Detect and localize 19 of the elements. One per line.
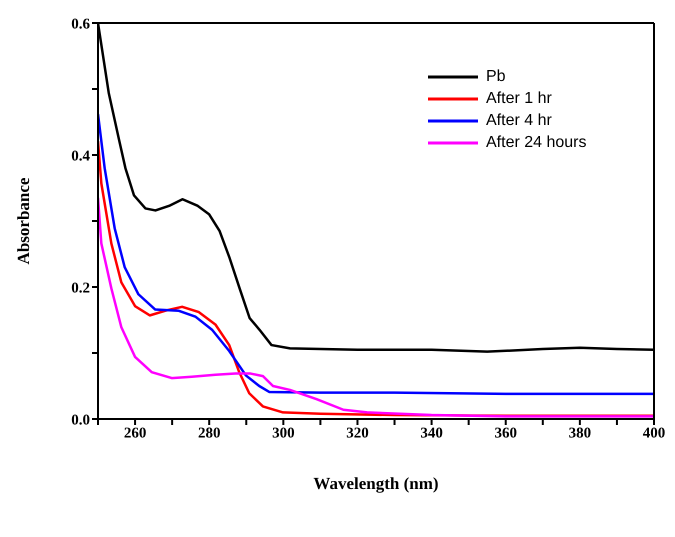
x-axis-title: Wavelength (nm) [313, 474, 439, 493]
x-tick-label: 380 [568, 426, 592, 442]
y-axis-title: Absorbance [14, 177, 34, 264]
legend-label: After 4 hr [486, 112, 552, 130]
x-tick-label: 260 [124, 426, 146, 442]
x-tick-label: 400 [642, 426, 666, 442]
x-tick-label: 340 [420, 426, 443, 442]
line-series [98, 112, 654, 396]
legend-label: After 1 hr [486, 90, 552, 108]
x-tick-label: 320 [346, 426, 369, 442]
y-tick-label: 0.6 [71, 16, 90, 32]
legend-label: Pb [486, 68, 506, 86]
x-tick-label: 360 [494, 426, 517, 442]
x-tick-label: 300 [272, 426, 295, 442]
y-tick-label: 0.0 [71, 412, 90, 428]
y-tick-label: 0.4 [71, 148, 90, 164]
x-tick-label: 280 [198, 426, 220, 442]
y-tick-label: 0.2 [71, 280, 90, 296]
legend-label: After 24 hours [486, 134, 586, 152]
